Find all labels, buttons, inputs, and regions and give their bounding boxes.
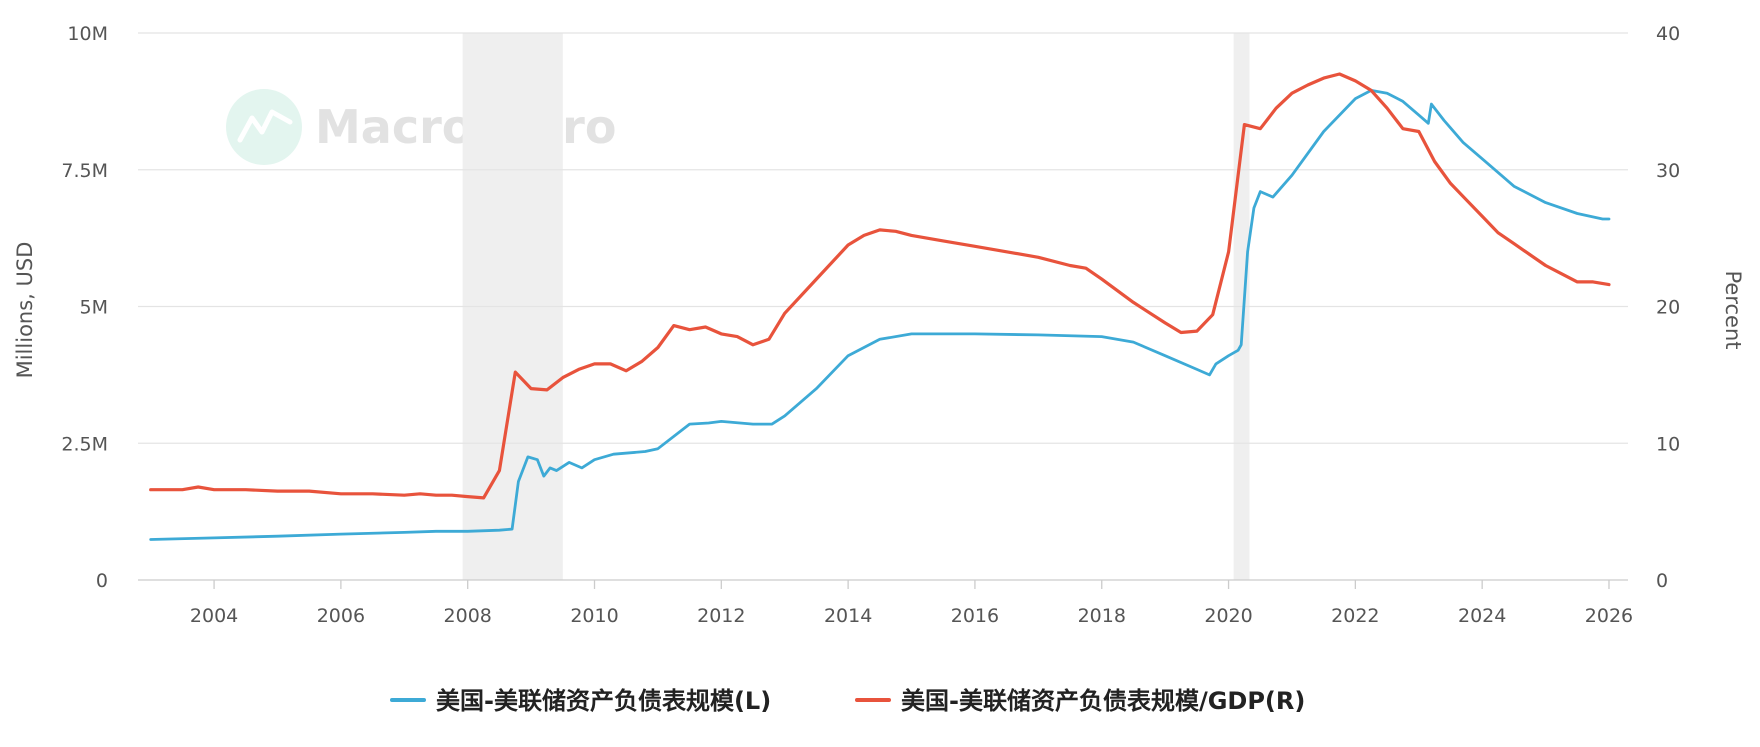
y-left-tick-label: 0 <box>96 570 108 592</box>
legend-label-1[interactable]: 美国-美联储资产负债表规模(L) <box>436 687 771 715</box>
grid-lines <box>138 32 1628 581</box>
y-left-tick-label: 10M <box>67 23 108 45</box>
legend-label-2[interactable]: 美国-美联储资产负债表规模/GDP(R) <box>901 687 1305 715</box>
x-tick-label: 2016 <box>951 605 999 627</box>
series-line-2 <box>149 72 1611 500</box>
y-right-tick-label: 40 <box>1656 23 1680 45</box>
legend: 美国-美联储资产负债表规模(L) 美国-美联储资产负债表规模/GDP(R) <box>390 687 1305 715</box>
y-right-tick-label: 30 <box>1656 160 1680 182</box>
x-tick-label: 2010 <box>570 605 618 627</box>
y-right-tick-label: 20 <box>1656 297 1680 319</box>
x-tick-label: 2018 <box>1078 605 1126 627</box>
series-lines <box>149 72 1611 541</box>
x-axis: 2004 2006 2008 2010 2012 2014 2016 2018 2020 2022… <box>190 580 1633 627</box>
x-tick-label: 2014 <box>824 605 872 627</box>
series-line-1 <box>149 89 1611 541</box>
x-tick-label: 2006 <box>317 605 365 627</box>
y-right-tick-label: 0 <box>1656 570 1668 592</box>
x-tick-label: 2012 <box>697 605 745 627</box>
y-left-tick-label: 2.5M <box>61 433 108 455</box>
watermark-logo-line-icon <box>237 109 293 143</box>
x-tick-label: 2024 <box>1458 605 1506 627</box>
y-axis-right-title: Percent <box>1721 270 1745 349</box>
x-tick-label: 2004 <box>190 605 238 627</box>
y-axis-left-title: Millions, USD <box>13 242 37 379</box>
x-tick-label: 2020 <box>1204 605 1252 627</box>
x-tick-label: 2022 <box>1331 605 1379 627</box>
y-axis-right: 0 10 20 30 40 <box>1656 23 1680 592</box>
x-tick-label: 2008 <box>444 605 492 627</box>
y-left-tick-label: 5M <box>80 297 108 319</box>
y-left-tick-label: 7.5M <box>61 160 108 182</box>
x-tick-label: 2026 <box>1585 605 1633 627</box>
y-axis-left: 0 2.5M 5M 7.5M 10M <box>61 23 108 592</box>
y-right-tick-label: 10 <box>1656 433 1680 455</box>
